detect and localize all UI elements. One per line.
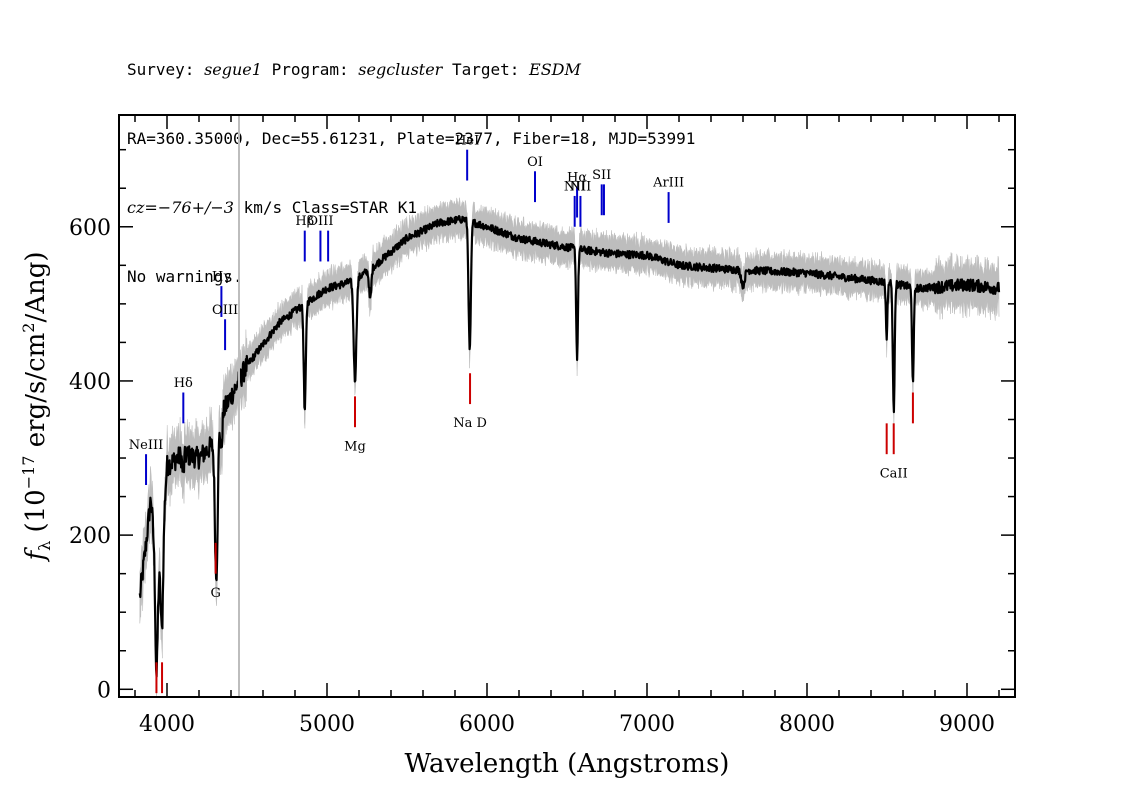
y-axis-title-exp2: 2 [19,323,38,333]
program-value: segcluster [358,60,443,79]
spectral-line-markers: NeIIIHδHγOIIIHβOIIIHeIOINIIHαNIISIIArIII… [129,133,914,694]
y-axis-title-mid: erg/s/cm [21,333,51,456]
target-label: Target: [442,60,530,79]
plot-frame [118,114,1016,698]
emission-line-label: Hδ [174,376,193,391]
spectrum-header: Survey: segue1 Program: segcluster Targe… [127,12,695,311]
absorption-line-label: Na D [453,416,487,431]
class-value: km/s Class=STAR K1 [233,198,417,217]
emission-line-label: OIII [212,303,238,318]
emission-line-label: NeIII [129,438,163,453]
absorption-line-label: Mg [344,439,366,454]
header-line-redshift: cz=−76+/−3 km/s Class=STAR K1 [127,196,695,219]
absorption-line-label: G [210,586,220,601]
program-label: Program: [261,60,359,79]
y-axis-title: fλ (10−17 erg/s/cm2/Ang) [19,251,54,562]
header-line-coordinates: RA=360.35000, Dec=55.61231, Plate=2377, … [127,129,696,148]
y-axis-title-sub: λ [35,541,54,551]
spectrum-series [138,115,1001,697]
flux-error-band [139,197,1000,697]
x-tick-label: 7000 [619,712,675,737]
redshift-value: cz=−76+/−3 [127,198,234,217]
emission-line-label: Hγ [212,270,231,285]
x-tick-label: 4000 [139,712,195,737]
target-value: ESDM [529,60,581,79]
emission-line-label: NII [564,180,586,195]
emission-line-label: OI [527,155,543,170]
emission-line-label: HeI [455,133,479,148]
y-tick-label: 600 [69,216,111,241]
emission-line-label: ArIII [652,176,684,191]
y-tick-label: 400 [69,370,111,395]
x-axis-title: Wavelength (Angstroms) [405,749,730,779]
y-tick-label: 200 [69,524,111,549]
survey-label: Survey: [127,60,205,79]
chart-axes: 4000 5000 6000 7000 8000 9000 0 200 400 600 [69,115,1015,737]
emission-line-label: SII [592,168,611,183]
emission-line-label: Hα [567,170,587,185]
emission-line-label: Hβ [295,214,314,229]
y-axis-title-post: /Ang) [21,251,51,322]
y-axis-title-pre: (10 [21,489,51,541]
absorption-line-label: CaII [880,466,908,481]
header-line-warnings: No warnings. [127,267,243,286]
flux-line [138,215,1001,678]
x-tick-label: 6000 [459,712,515,737]
x-tick-label: 8000 [779,712,835,737]
x-tick-label: 5000 [299,712,355,737]
emission-line-label: OIII [307,214,333,229]
y-axis-title-exp1: −17 [19,456,38,490]
x-tick-label: 9000 [939,712,995,737]
y-tick-label: 0 [97,678,111,703]
emission-line-label: NII [570,180,592,195]
survey-value: segue1 [204,60,262,79]
header-line-survey: Survey: segue1 Program: segcluster Targe… [127,58,695,81]
